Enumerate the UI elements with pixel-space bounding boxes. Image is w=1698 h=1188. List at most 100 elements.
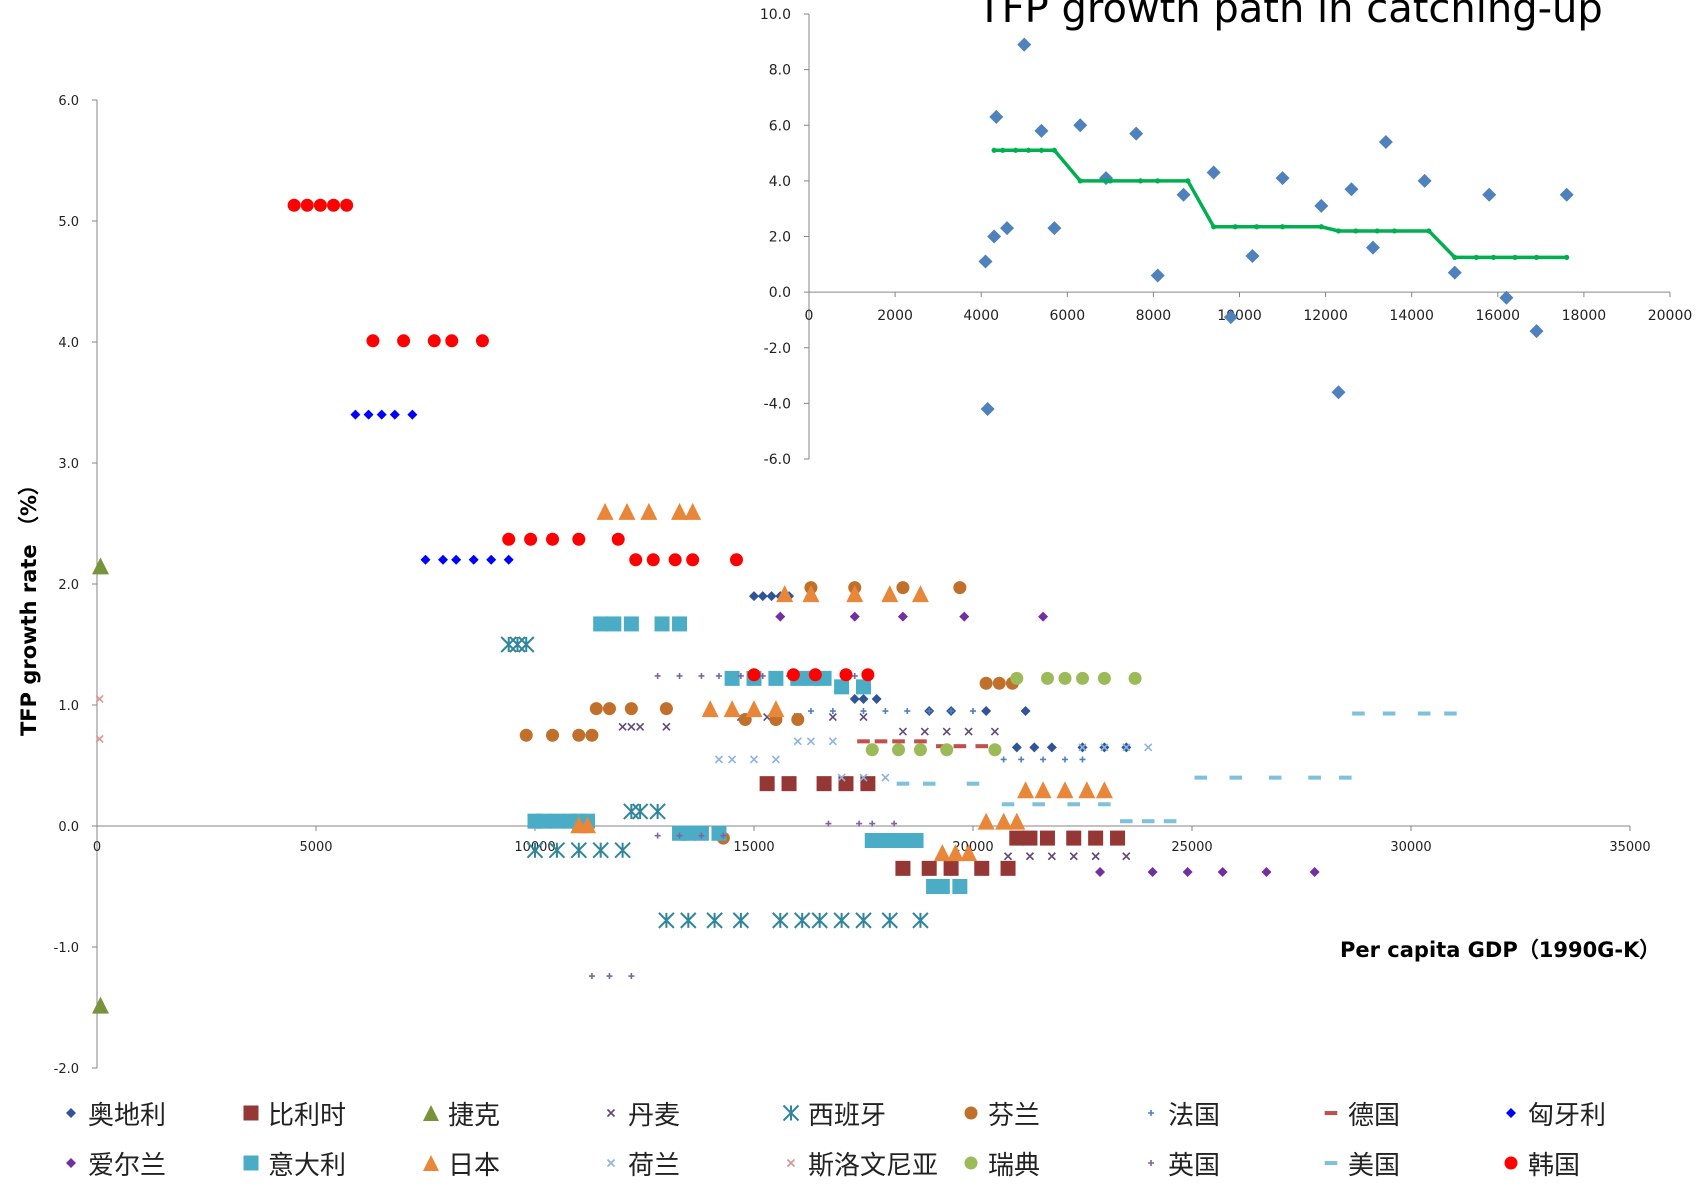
inset-y-tick-label: 0.0 — [769, 285, 791, 301]
data-point — [811, 912, 828, 929]
data-point — [420, 554, 431, 565]
data-point — [1120, 819, 1133, 824]
legend-marker-icon — [1148, 1110, 1154, 1116]
inset-data-point — [1047, 221, 1062, 236]
inset-x-tick-label: 6000 — [1049, 308, 1085, 324]
data-point — [892, 743, 906, 757]
data-point — [1110, 830, 1126, 846]
legend-item: 瑞典 — [960, 1145, 1140, 1182]
inset-trend-point — [1564, 254, 1570, 260]
legend-item: 韩国 — [1500, 1145, 1680, 1182]
legend-label: 法国 — [1168, 1100, 1221, 1131]
data-point — [881, 585, 899, 603]
inset-trend-point — [1025, 147, 1032, 153]
x-tick-label: 30000 — [1390, 840, 1431, 855]
data-point — [606, 973, 613, 980]
data-point — [1444, 711, 1457, 716]
inset-trend-point — [1490, 254, 1497, 260]
data-point — [891, 820, 898, 827]
data-point — [1091, 852, 1100, 861]
data-point — [981, 706, 992, 717]
data-point — [624, 702, 638, 716]
data-point — [486, 554, 497, 565]
data-point — [662, 722, 671, 731]
legend-label: 芬兰 — [988, 1100, 1041, 1131]
inset-trend-point — [1391, 228, 1398, 234]
data-point — [602, 702, 616, 716]
data-point — [1078, 781, 1096, 799]
data-point — [1217, 866, 1228, 877]
data-point — [833, 912, 850, 929]
data-point — [723, 700, 741, 718]
inset-data-point — [978, 254, 993, 269]
data-point — [926, 708, 933, 715]
data-point — [526, 841, 544, 859]
legend-label: 捷克 — [448, 1100, 501, 1131]
data-point — [759, 672, 766, 679]
data-point — [671, 502, 689, 520]
data-point — [698, 832, 705, 839]
inset-data-point — [1245, 248, 1260, 263]
series-法国 — [807, 708, 1086, 763]
series-捷克 — [92, 557, 110, 1014]
data-point — [287, 198, 301, 212]
data-point — [869, 820, 876, 827]
data-point — [715, 672, 722, 679]
legend-label: 斯洛文尼亚 — [808, 1150, 939, 1181]
data-point — [503, 554, 514, 565]
data-point — [646, 553, 660, 567]
data-point — [874, 739, 888, 744]
data-point — [618, 722, 627, 731]
inset-background — [785, 0, 1698, 462]
data-point — [1095, 866, 1106, 877]
data-point — [518, 636, 535, 653]
data-point — [793, 737, 802, 746]
data-point — [966, 781, 980, 786]
data-point — [793, 912, 811, 929]
inset-trend-point — [1185, 178, 1191, 184]
x-tick-label: 25000 — [1171, 840, 1212, 855]
inset-data-point — [1017, 37, 1032, 52]
legend-item: 意大利 — [240, 1145, 420, 1182]
legend-label: 日本 — [448, 1150, 501, 1181]
legend: 奥地利 比利时 捷克 丹麦 西班牙 芬兰 法国 德国 匈牙利 爱尔兰 意大利 日本 荷兰 斯洛文尼亚 瑞典 英… — [60, 1088, 1680, 1188]
data-point — [500, 636, 517, 653]
data-point — [851, 672, 858, 679]
data-point — [623, 803, 640, 820]
data-point — [668, 553, 682, 567]
data-point — [1039, 830, 1055, 846]
inset-x-tick-label: 10000 — [1217, 308, 1262, 324]
inset-y-tick-label: 2.0 — [769, 230, 791, 246]
inset-data-point — [1344, 182, 1359, 197]
legend-label: 瑞典 — [988, 1150, 1041, 1181]
data-point — [623, 616, 639, 632]
inset-data-point — [1223, 310, 1238, 325]
data-point — [1308, 775, 1321, 780]
data-point — [856, 820, 863, 827]
inset-trend-point — [1232, 224, 1238, 230]
inset-trend-point — [1077, 178, 1083, 184]
data-point — [1017, 781, 1035, 799]
data-point — [960, 844, 978, 862]
y-tick-label: 0.0 — [58, 820, 79, 835]
inset-trend-point — [1038, 147, 1045, 153]
data-point — [1025, 852, 1035, 861]
data-point — [1417, 711, 1431, 716]
inset-y-tick-label: -2.0 — [764, 341, 791, 357]
data-point — [970, 708, 976, 715]
inset-x-tick-label: 16000 — [1476, 308, 1521, 324]
inset-trend-point — [1000, 147, 1006, 153]
data-point — [896, 581, 910, 595]
inset-data-point — [1447, 265, 1462, 280]
data-point — [640, 502, 658, 520]
data-point — [834, 679, 850, 695]
series-匈牙利 — [350, 409, 514, 565]
legend-label: 意大利 — [268, 1150, 347, 1181]
inset-trend-point — [1107, 178, 1113, 184]
data-point — [995, 812, 1013, 830]
data-point — [856, 679, 871, 695]
series-日本 — [570, 502, 1113, 862]
data-point — [953, 581, 967, 595]
inset-trend-point — [1335, 228, 1342, 234]
data-point — [768, 670, 784, 686]
